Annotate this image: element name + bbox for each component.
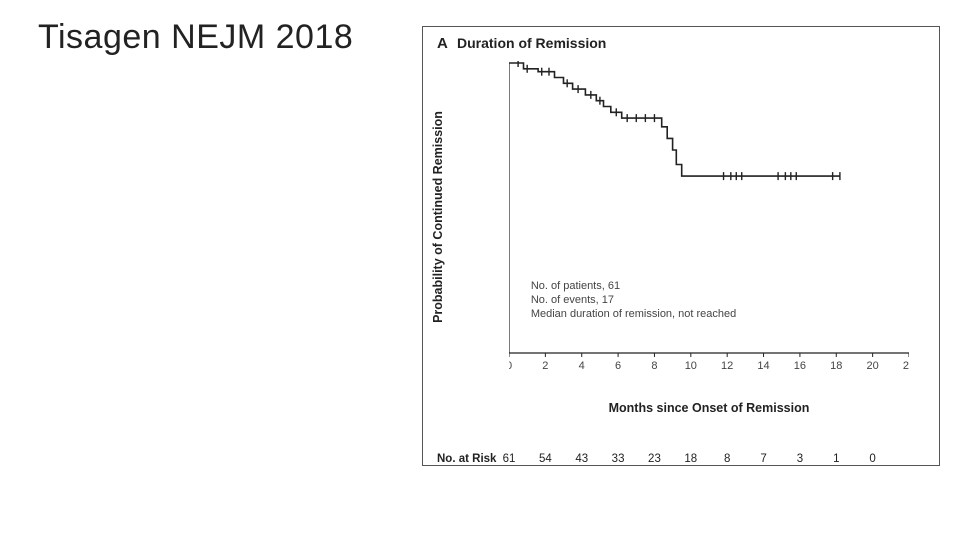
svg-text:16: 16	[794, 360, 806, 372]
no-at-risk-value: 23	[639, 453, 669, 465]
svg-text:6: 6	[615, 360, 621, 372]
no-at-risk-value: 33	[603, 453, 633, 465]
svg-text:10: 10	[685, 360, 697, 372]
no-at-risk-value: 18	[676, 453, 706, 465]
chart-panel-a: A Duration of Remission Probability of C…	[422, 26, 940, 466]
no-at-risk-value: 54	[530, 453, 560, 465]
svg-text:Median duration of remission,: Median duration of remission, not reache…	[531, 308, 736, 320]
svg-text:12: 12	[721, 360, 733, 372]
no-at-risk-value: 43	[567, 453, 597, 465]
km-chart-svg: 0.00.10.20.30.40.50.60.70.80.91.00246810…	[509, 61, 909, 373]
svg-text:18: 18	[830, 360, 842, 372]
svg-text:No. of patients, 61: No. of patients, 61	[531, 280, 620, 292]
plot-area: Probability of Continued Remission 0.00.…	[509, 61, 909, 373]
x-axis-label: Months since Onset of Remission	[509, 401, 909, 415]
no-at-risk-value: 3	[785, 453, 815, 465]
svg-text:22: 22	[903, 360, 909, 372]
no-at-risk-value: 61	[494, 453, 524, 465]
no-at-risk-value: 0	[858, 453, 888, 465]
svg-text:8: 8	[651, 360, 657, 372]
no-at-risk-value: 7	[749, 453, 779, 465]
panel-title: Duration of Remission	[457, 35, 606, 51]
svg-text:4: 4	[579, 360, 585, 372]
svg-text:No. of events, 17: No. of events, 17	[531, 294, 614, 306]
svg-text:20: 20	[867, 360, 879, 372]
panel-letter: A	[437, 35, 448, 52]
no-at-risk-label: No. at Risk	[437, 453, 496, 465]
no-at-risk-value: 8	[712, 453, 742, 465]
no-at-risk-value: 1	[821, 453, 851, 465]
page-title: Tisagen NEJM 2018	[38, 18, 353, 57]
svg-text:2: 2	[542, 360, 548, 372]
svg-text:0: 0	[509, 360, 512, 372]
y-axis-label: Probability of Continued Remission	[431, 61, 447, 373]
svg-text:14: 14	[757, 360, 769, 372]
